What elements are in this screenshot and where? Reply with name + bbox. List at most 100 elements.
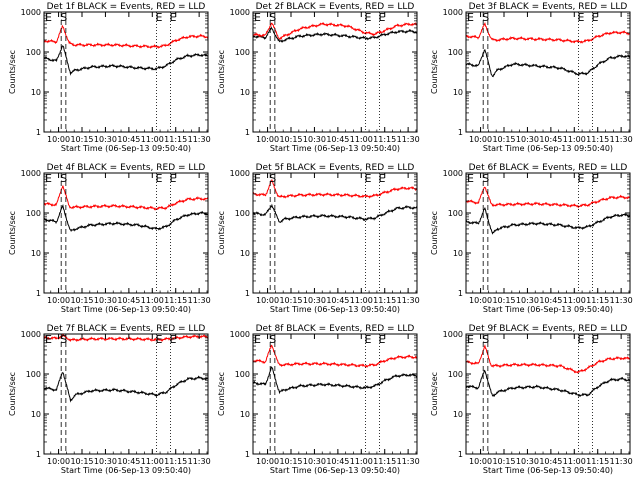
y-axis-label: Counts/sec <box>8 50 17 94</box>
series-lld-line <box>465 344 631 374</box>
event-marker-label: E <box>467 11 474 24</box>
x-tick-label: 11:15 <box>164 135 187 144</box>
event-marker-label: E <box>45 333 52 346</box>
y-axis-label: Counts/sec <box>217 372 226 416</box>
x-tick-label: 10:00 <box>256 457 279 466</box>
event-marker-label: E <box>577 11 584 24</box>
series-lld-line <box>465 186 631 209</box>
series-lld-line <box>252 22 418 41</box>
y-tick-label: 100 <box>235 370 250 379</box>
x-tick-label: 10:15 <box>492 457 515 466</box>
x-tick-label: 11:00 <box>563 457 586 466</box>
y-tick-label: 1 <box>245 289 250 298</box>
y-tick-label: 1000 <box>21 8 41 17</box>
x-tick-label: 10:15 <box>492 296 515 305</box>
series-events-line <box>43 45 209 76</box>
x-tick-label: 10:30 <box>94 457 117 466</box>
plot-frame <box>465 172 631 294</box>
series-lld-line <box>43 185 209 211</box>
x-tick-label: 10:30 <box>303 457 326 466</box>
event-marker-label: E <box>577 172 584 185</box>
x-axis-label: Start Time (06-Sep-13 09:50:40) <box>270 466 400 475</box>
y-axis-label: Counts/sec <box>8 211 17 255</box>
y-axis-label: Counts/sec <box>217 50 226 94</box>
x-tick-label: 10:00 <box>256 296 279 305</box>
x-tick-label: 11:15 <box>586 135 609 144</box>
x-tick-label: 10:45 <box>117 135 140 144</box>
x-tick-label: 11:30 <box>188 135 211 144</box>
x-tick-label: 11:30 <box>188 457 211 466</box>
x-tick-label: 11:15 <box>373 135 396 144</box>
y-tick-label: 1000 <box>21 169 41 178</box>
panel-title: Det 3f BLACK = Events, RED = LLD <box>469 2 628 12</box>
panel-title: Det 4f BLACK = Events, RED = LLD <box>47 163 206 173</box>
y-axis-label: Counts/sec <box>430 50 439 94</box>
flare-marker-label: S <box>269 333 276 346</box>
y-tick-label: 10 <box>453 410 463 419</box>
event-marker-label: E <box>170 333 177 346</box>
y-tick-label: 1000 <box>230 330 250 339</box>
x-tick-label: 11:30 <box>610 296 633 305</box>
panel-title: Det 7f BLACK = Events, RED = LLD <box>47 324 206 334</box>
series-events-line <box>465 49 631 78</box>
plot-frame <box>252 333 418 455</box>
event-marker-label: E <box>45 172 52 185</box>
series-events-line <box>465 369 631 398</box>
panel-title: Det 9f BLACK = Events, RED = LLD <box>469 324 628 334</box>
event-marker-label: E <box>170 11 177 24</box>
x-tick-label: 10:45 <box>326 457 349 466</box>
x-tick-label: 10:15 <box>279 296 302 305</box>
series-lld-line <box>252 178 418 199</box>
x-axis-label: Start Time (06-Sep-13 09:50:40) <box>483 466 613 475</box>
x-tick-label: 10:00 <box>47 296 70 305</box>
series-lld-line <box>43 333 209 343</box>
x-axis-label: Start Time (06-Sep-13 09:50:40) <box>61 144 191 153</box>
y-tick-label: 1000 <box>443 8 463 17</box>
series-events-line <box>252 203 418 223</box>
flare-marker-label: S <box>482 11 489 24</box>
series-events-line <box>43 203 209 232</box>
x-tick-label: 11:00 <box>141 135 164 144</box>
x-tick-label: 11:00 <box>350 296 373 305</box>
flare-marker-label: S <box>482 333 489 346</box>
x-tick-label: 11:15 <box>586 296 609 305</box>
plot-frame <box>252 172 418 294</box>
event-marker-label: E <box>592 172 599 185</box>
y-axis-label: Counts/sec <box>430 372 439 416</box>
plot-frame <box>43 333 209 455</box>
plot-frame <box>252 11 418 133</box>
flare-marker-label: S <box>60 333 67 346</box>
event-marker-label: E <box>254 11 261 24</box>
x-tick-label: 10:30 <box>516 457 539 466</box>
x-tick-label: 10:15 <box>70 296 93 305</box>
y-tick-label: 1000 <box>443 169 463 178</box>
x-tick-label: 10:45 <box>117 457 140 466</box>
panel-title: Det 1f BLACK = Events, RED = LLD <box>47 2 206 12</box>
event-marker-label: E <box>379 172 386 185</box>
x-tick-label: 11:30 <box>397 296 420 305</box>
y-tick-label: 10 <box>31 88 41 97</box>
y-tick-label: 1 <box>245 450 250 459</box>
x-axis-label: Start Time (06-Sep-13 09:50:40) <box>270 144 400 153</box>
x-tick-label: 10:30 <box>516 135 539 144</box>
x-tick-label: 10:45 <box>539 296 562 305</box>
plot-frame <box>43 172 209 294</box>
y-tick-label: 1000 <box>21 330 41 339</box>
y-tick-label: 100 <box>448 209 463 218</box>
series-events-line <box>252 366 418 395</box>
plot-frame <box>465 11 631 133</box>
x-tick-label: 11:30 <box>610 135 633 144</box>
x-tick-label: 11:30 <box>397 135 420 144</box>
x-tick-label: 10:00 <box>47 457 70 466</box>
x-tick-label: 10:00 <box>469 135 492 144</box>
x-tick-label: 10:45 <box>539 135 562 144</box>
event-marker-label: E <box>254 172 261 185</box>
x-tick-label: 10:15 <box>492 135 515 144</box>
